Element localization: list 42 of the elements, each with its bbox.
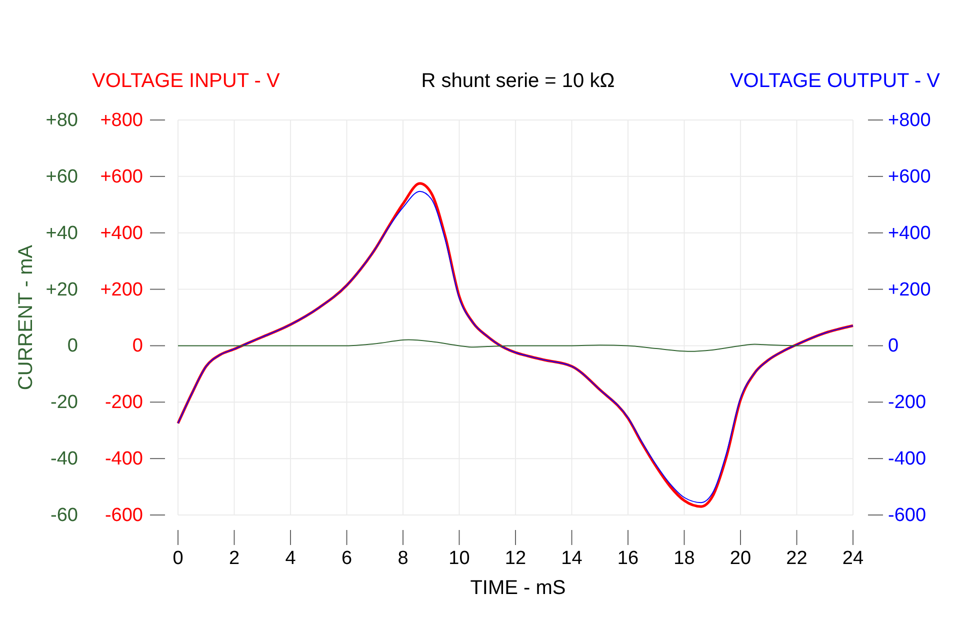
y3-tick-label: +40	[46, 222, 78, 244]
y3-tick-label: -40	[50, 448, 78, 470]
y2-tick-label: +800	[888, 110, 931, 131]
y2-tick-label: +600	[888, 166, 931, 188]
chart-title: R shunt serie = 10 kΩ	[421, 70, 615, 92]
y-tick-label: 0	[132, 336, 143, 357]
y3-tick-label: 0	[67, 336, 78, 357]
x-tick-label: 24	[842, 548, 864, 569]
y-tick-label: -200	[104, 392, 143, 414]
y-axis-title: VOLTAGE INPUT - V	[92, 70, 280, 92]
y-tick-label: +800	[100, 110, 143, 131]
y3-tick-label: -20	[50, 392, 78, 414]
x-tick-label: 22	[786, 548, 808, 569]
x-tick-label: 16	[617, 548, 639, 569]
y-tick-label: +400	[100, 222, 143, 244]
x-axis-title: TIME - mS	[470, 577, 566, 599]
y-tick-label: -600	[104, 505, 143, 526]
y2-tick-label: 0	[888, 336, 899, 357]
x-tick-label: 18	[674, 548, 695, 569]
y3-tick-label: +80	[46, 110, 78, 131]
x-tick-label: 4	[285, 548, 296, 569]
y3-tick-label: +20	[46, 279, 78, 300]
x-tick-label: 12	[504, 548, 526, 569]
x-tick-label: 20	[730, 548, 752, 569]
y2-axis-title: VOLTAGE OUTPUT - V	[730, 70, 941, 92]
y3-tick-label: +60	[46, 166, 78, 188]
x-tick-label: 8	[398, 548, 408, 569]
x-tick-label: 14	[561, 548, 583, 569]
x-tick-label: 10	[448, 548, 470, 569]
y3-tick-label: -60	[50, 505, 78, 526]
y2-tick-label: -400	[888, 448, 926, 470]
y2-tick-label: +400	[888, 222, 931, 244]
y-tick-label: +200	[100, 279, 143, 300]
y3-axis-title: CURRENT - mA	[15, 244, 37, 390]
y-tick-label: +600	[100, 166, 143, 188]
y2-tick-label: -200	[888, 392, 926, 414]
y-tick-label: -400	[104, 448, 143, 470]
x-tick-label: 6	[341, 548, 352, 569]
y2-tick-label: -600	[888, 505, 926, 526]
x-tick-label: 0	[172, 548, 184, 569]
y2-tick-label: +200	[888, 279, 931, 300]
x-tick-label: 2	[228, 548, 240, 569]
